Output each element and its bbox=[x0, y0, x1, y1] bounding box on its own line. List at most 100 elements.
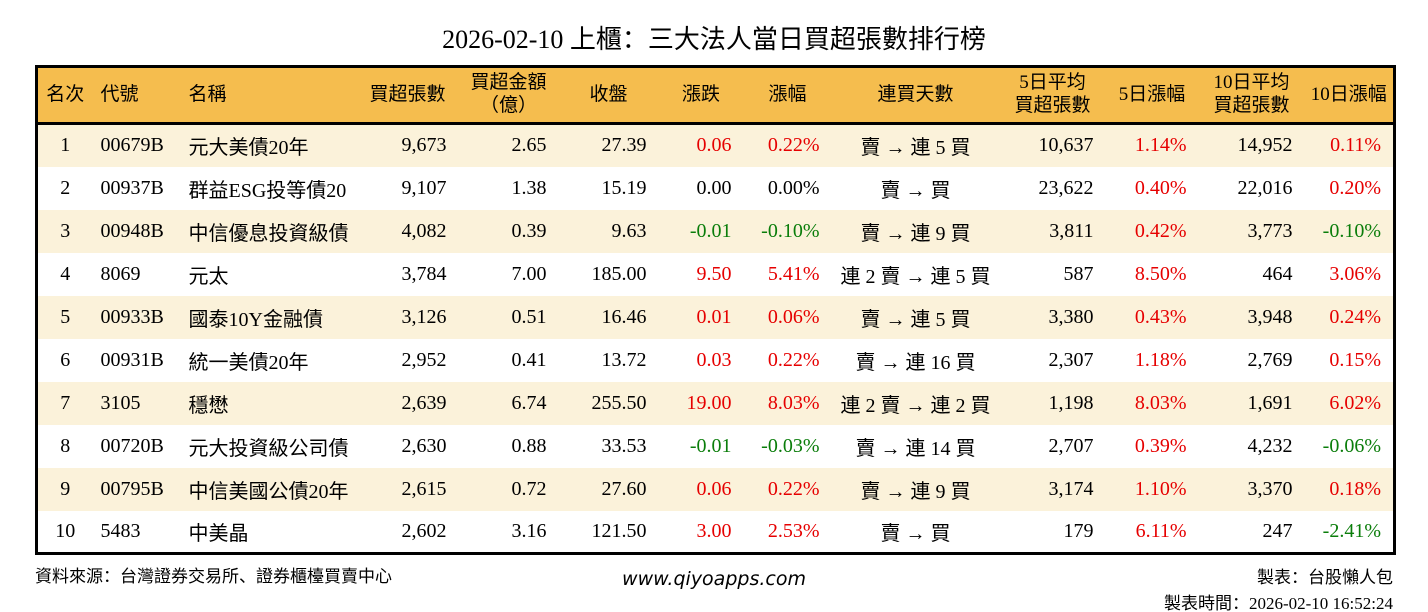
cell-pct5: 0.43% bbox=[1134, 305, 1187, 328]
table-row: 5 00933B 國泰10Y金融債 3,126 0.51 16.46 0.01 0.06% 賣 … bbox=[36, 295, 1395, 339]
table-header-row: 名次 代號 名稱 買超張數 買超金額 （億） 收盤 漲跌 漲幅 連買天數 5日平均 買超張數 5日漲… bbox=[36, 66, 1395, 125]
column-header-change_pct: 漲幅 bbox=[743, 66, 832, 125]
cell-amount: 7.00 bbox=[511, 262, 547, 285]
cell-pct5: 1.14% bbox=[1134, 134, 1187, 157]
column-header-amount: 買超金額 （億） bbox=[458, 66, 559, 125]
cell-net_lots: 9,107 bbox=[401, 176, 447, 199]
footer-credits: 製表：台股懶人包 製表時間：2026-02-10 16:52:24 bbox=[940, 565, 1393, 612]
cell-change_pct: 5.41% bbox=[767, 262, 820, 285]
cell-change: 0.06 bbox=[696, 134, 732, 157]
cell-avg10: 22,016 bbox=[1237, 176, 1293, 199]
cell-net_lots: 2,602 bbox=[401, 519, 447, 542]
cell-avg5: 23,622 bbox=[1038, 176, 1094, 199]
cell-rank: 10 bbox=[55, 519, 76, 542]
cell-code: 00795B bbox=[100, 477, 164, 500]
cell-name: 元太 bbox=[188, 265, 229, 288]
table-row: 1 00679B 元大美債20年 9,673 2.65 27.39 0.06 0.22% 賣 →… bbox=[36, 123, 1395, 167]
cell-streak: 賣 → 連 5 買 bbox=[860, 308, 971, 331]
cell-streak: 連 2 賣 → 連 2 買 bbox=[840, 394, 991, 417]
table-body: 1 00679B 元大美債20年 9,673 2.65 27.39 0.06 0.22% 賣 →… bbox=[36, 123, 1395, 554]
cell-amount: 0.51 bbox=[511, 305, 547, 328]
cell-name: 群益ESG投等債20 bbox=[188, 179, 347, 202]
cell-change: 0.03 bbox=[696, 348, 732, 371]
cell-change_pct: 2.53% bbox=[767, 519, 820, 542]
cell-pct5: 0.39% bbox=[1134, 434, 1187, 457]
cell-code: 5483 bbox=[100, 519, 141, 542]
cell-name: 統一美債20年 bbox=[188, 351, 309, 374]
cell-change: 0.01 bbox=[696, 305, 732, 328]
cell-avg5: 3,174 bbox=[1048, 477, 1094, 500]
column-header-rank: 名次 bbox=[36, 66, 93, 125]
ranking-table: 名次 代號 名稱 買超張數 買超金額 （億） 收盤 漲跌 漲幅 連買天數 5日平均 買超張數 5日漲… bbox=[35, 65, 1396, 555]
cell-code: 00679B bbox=[100, 134, 164, 157]
cell-amount: 6.74 bbox=[511, 391, 547, 414]
cell-pct10: 0.18% bbox=[1329, 477, 1381, 500]
table-row: 7 3105 穩懋 2,639 6.74 255.50 19.00 8.03% 連 2 賣 → … bbox=[36, 381, 1395, 425]
cell-pct10: 0.20% bbox=[1329, 176, 1381, 199]
cell-name: 元大美債20年 bbox=[188, 137, 309, 160]
table-row: 10 5483 中美晶 2,602 3.16 121.50 3.00 2.53% 賣 → 買 17… bbox=[36, 510, 1395, 554]
cell-pct10: -0.10% bbox=[1322, 219, 1381, 242]
column-header-pct10: 10日漲幅 bbox=[1304, 66, 1395, 125]
cell-pct5: 1.10% bbox=[1134, 477, 1187, 500]
table-row: 9 00795B 中信美國公債20年 2,615 0.72 27.60 0.06 0.22% 賣… bbox=[36, 467, 1395, 511]
cell-avg5: 10,637 bbox=[1038, 134, 1094, 157]
table-row: 8 00720B 元大投資級公司債 2,630 0.88 33.53 -0.01 -0.03%… bbox=[36, 424, 1395, 468]
column-header-change: 漲跌 bbox=[658, 66, 744, 125]
footer: 資料來源：台灣證券交易所、證券櫃檯買賣中心 www.qiyoapps.com 製… bbox=[35, 565, 1393, 612]
cell-streak: 連 2 賣 → 連 5 買 bbox=[840, 265, 991, 288]
cell-amount: 3.16 bbox=[511, 519, 547, 542]
cell-change: 3.00 bbox=[696, 519, 732, 542]
cell-code: 3105 bbox=[100, 391, 141, 414]
cell-name: 國泰10Y金融債 bbox=[188, 308, 323, 331]
cell-change: 19.00 bbox=[686, 391, 732, 414]
cell-change_pct: 0.06% bbox=[767, 305, 820, 328]
cell-close: 15.19 bbox=[601, 176, 647, 199]
column-header-close: 收盤 bbox=[558, 66, 659, 125]
cell-name: 穩懋 bbox=[188, 394, 229, 417]
report-timestamp: 製表時間：2026-02-10 16:52:24 bbox=[1163, 594, 1394, 612]
cell-streak: 賣 → 連 16 買 bbox=[855, 351, 976, 374]
cell-close: 121.50 bbox=[591, 519, 647, 542]
cell-code: 00948B bbox=[100, 219, 164, 242]
cell-avg5: 3,811 bbox=[1049, 219, 1094, 242]
cell-avg10: 4,232 bbox=[1247, 434, 1293, 457]
cell-avg10: 1,691 bbox=[1247, 391, 1293, 414]
cell-avg5: 2,307 bbox=[1048, 348, 1094, 371]
cell-pct10: 0.24% bbox=[1329, 305, 1381, 328]
cell-avg5: 179 bbox=[1063, 519, 1094, 542]
cell-amount: 0.72 bbox=[511, 477, 547, 500]
cell-change_pct: -0.03% bbox=[761, 434, 820, 457]
cell-avg5: 3,380 bbox=[1048, 305, 1094, 328]
cell-avg10: 2,769 bbox=[1247, 348, 1293, 371]
cell-avg10: 247 bbox=[1262, 519, 1293, 542]
cell-amount: 0.39 bbox=[511, 219, 547, 242]
table-row: 6 00931B 統一美債20年 2,952 0.41 13.72 0.03 0.22% 賣 →… bbox=[36, 338, 1395, 382]
cell-streak: 賣 → 連 14 買 bbox=[855, 437, 976, 460]
cell-close: 33.53 bbox=[601, 434, 647, 457]
cell-rank: 6 bbox=[60, 348, 71, 371]
cell-amount: 0.88 bbox=[511, 434, 547, 457]
cell-name: 元大投資級公司債 bbox=[188, 437, 349, 460]
cell-avg10: 3,773 bbox=[1247, 219, 1293, 242]
cell-code: 00933B bbox=[100, 305, 164, 328]
cell-streak: 賣 → 買 bbox=[880, 179, 951, 202]
cell-close: 16.46 bbox=[601, 305, 647, 328]
cell-net_lots: 3,784 bbox=[401, 262, 447, 285]
cell-rank: 1 bbox=[60, 134, 71, 157]
cell-streak: 賣 → 連 9 買 bbox=[860, 222, 971, 245]
cell-close: 9.63 bbox=[611, 219, 647, 242]
cell-change_pct: 8.03% bbox=[767, 391, 820, 414]
cell-rank: 9 bbox=[60, 477, 71, 500]
cell-pct5: 0.42% bbox=[1134, 219, 1187, 242]
cell-change: 0.00 bbox=[696, 176, 732, 199]
cell-change: 0.06 bbox=[696, 477, 732, 500]
cell-amount: 2.65 bbox=[511, 134, 547, 157]
cell-avg10: 3,370 bbox=[1247, 477, 1293, 500]
cell-close: 27.60 bbox=[601, 477, 647, 500]
table-row: 4 8069 元太 3,784 7.00 185.00 9.50 5.41% 連 2 賣 → 連… bbox=[36, 252, 1395, 296]
cell-streak: 賣 → 買 bbox=[880, 522, 951, 545]
cell-pct5: 6.11% bbox=[1135, 519, 1187, 542]
cell-streak: 賣 → 連 5 買 bbox=[860, 137, 971, 160]
